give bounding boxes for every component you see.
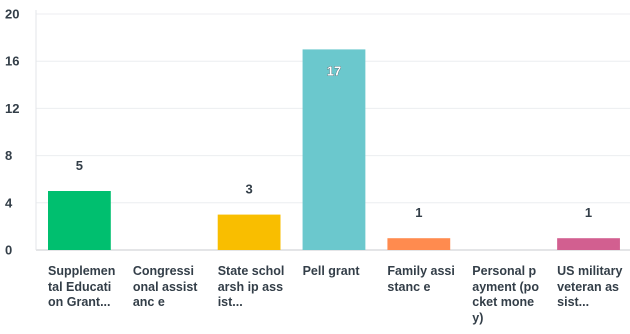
x-tick-label: State scholarsh ip assist... (217, 264, 285, 309)
y-tick-label: 16 (5, 54, 19, 69)
y-tick-label: 0 (5, 243, 12, 258)
bar[interactable] (48, 191, 111, 250)
bar[interactable] (387, 238, 451, 250)
y-tick-label: 12 (5, 101, 19, 116)
x-tick-label: US military veteran assist... (557, 264, 623, 309)
data-label: 3 (245, 182, 252, 197)
x-tick-label: Supplemen tal Education Grant... (48, 264, 116, 309)
y-tick-label: 8 (5, 148, 12, 163)
data-label: 17 (327, 63, 341, 78)
data-label: 5 (76, 158, 83, 173)
bar[interactable] (217, 214, 281, 250)
bar[interactable] (302, 49, 366, 251)
y-tick-label: 4 (5, 195, 13, 210)
y-tick-label: 20 (5, 7, 19, 22)
x-tick-label: Pell grant (302, 264, 360, 278)
bar[interactable] (557, 238, 620, 250)
x-tick-label: Family assistanc e (387, 264, 455, 294)
x-tick-label: Congressi onal assistanc e (132, 264, 198, 309)
data-label: 1 (415, 205, 422, 220)
x-tick-label: Personal payment (pocket money) (472, 264, 539, 325)
data-label: 1 (585, 205, 592, 220)
